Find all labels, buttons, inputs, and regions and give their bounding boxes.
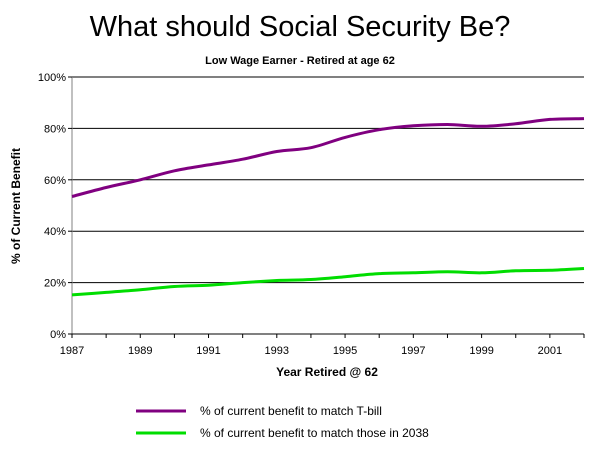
- x-tick-label: 1989: [128, 345, 152, 357]
- x-axis-title: Year Retired @ 62: [276, 365, 378, 379]
- y-tick-label: 80%: [44, 123, 66, 135]
- x-tick-label: 2001: [538, 345, 562, 357]
- y-tick-label: 40%: [44, 226, 66, 238]
- series-lines: [71, 117, 585, 297]
- x-tick-label: 1999: [469, 345, 493, 357]
- legend-label-1: % of current benefit to match T-bill: [200, 404, 382, 418]
- chart-title: What should Social Security Be?: [90, 11, 511, 43]
- x-tick-label: 1987: [60, 345, 84, 357]
- axes: [68, 76, 585, 338]
- y-tick-label: 100%: [38, 72, 66, 84]
- x-tick-label: 1991: [196, 345, 220, 357]
- gridlines: [72, 76, 584, 284]
- x-tick-label: 1993: [265, 345, 289, 357]
- chart-subtitle: Low Wage Earner - Retired at age 62: [205, 55, 395, 67]
- series-line-1: [71, 117, 585, 198]
- x-tick-label: 1997: [401, 345, 425, 357]
- legend: % of current benefit to match T-bill % of…: [136, 404, 429, 440]
- y-tick-labels: 0% 20% 40% 60% 80% 100%: [38, 72, 66, 341]
- series-line-2: [71, 267, 585, 297]
- y-tick-label: 20%: [44, 278, 66, 290]
- y-tick-label: 60%: [44, 175, 66, 187]
- x-tick-labels: 1987 1989 1991 1993 1995 1997 1999 2001: [60, 345, 562, 357]
- y-axis-title: % of Current Benefit: [9, 148, 23, 264]
- legend-label-2: % of current benefit to match those in 2…: [200, 426, 429, 440]
- y-tick-label: 0%: [50, 329, 66, 341]
- x-tick-label: 1995: [333, 345, 357, 357]
